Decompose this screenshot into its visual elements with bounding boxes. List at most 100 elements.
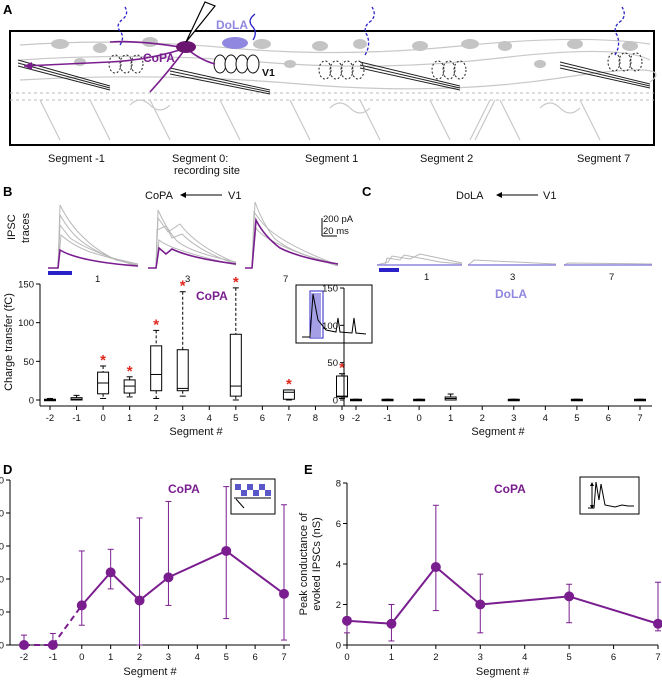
panel-e-copa-label: CoPA	[494, 482, 526, 496]
neuropil-lines	[19, 38, 657, 141]
x-tick-label: 0	[344, 652, 349, 663]
significance-star: *	[127, 363, 133, 380]
x-tick-label: 4	[195, 652, 200, 663]
panel-c-dola-label: DoLA	[495, 287, 527, 301]
x-tick-label: -2	[352, 413, 360, 424]
dola-label: DoLA	[216, 18, 248, 32]
x-tick-label: -1	[49, 652, 57, 663]
y-axis-label: Charge transfer (fC)	[3, 293, 15, 391]
x-tick-label: 0	[416, 413, 421, 424]
series-line-segment	[435, 566, 481, 606]
y-tick-label: 50	[327, 358, 338, 369]
y-tick-label: 0	[29, 396, 34, 407]
title-v1: V1	[543, 190, 556, 202]
y-tick-label: 8	[336, 479, 341, 490]
y-tick-label: 150	[18, 280, 34, 291]
copa-label: CoPA	[143, 51, 175, 65]
recording-electrode	[185, 1, 216, 43]
x-tick-label: 5	[224, 652, 229, 663]
x-tick-label: 7	[281, 652, 286, 663]
v1-label: V1	[262, 67, 275, 79]
segment-label: Segment 1	[305, 153, 358, 165]
significance-star: *	[153, 316, 159, 333]
data-point	[19, 640, 29, 650]
y-tick-label: 150	[322, 284, 338, 295]
series-line-segment	[138, 576, 170, 602]
series-line-segment	[225, 550, 285, 595]
x-tick-label: 1	[448, 413, 453, 424]
dola-soma	[222, 37, 248, 49]
y-tick-label: 4	[336, 560, 341, 571]
series-line-segment	[346, 619, 392, 625]
scale-pa-label: 200 pA	[323, 214, 354, 225]
v1-axon-bundles	[17, 59, 651, 95]
data-point	[386, 618, 397, 629]
x-tick-label: 7	[286, 413, 291, 424]
box	[229, 333, 242, 397]
panel-d-copa-label: CoPA	[168, 482, 200, 496]
significance-star: *	[339, 360, 345, 377]
x-axis-label: Segment #	[123, 666, 177, 678]
x-tick-label: 7	[655, 652, 660, 663]
series-line-segment	[81, 571, 112, 607]
data-point	[163, 572, 174, 583]
panel-c-boxplot: 0 50 100 150 -2 -1 0 1 2 3 4 5 6 7 Segment #	[322, 284, 652, 438]
y-tick-label: 100	[322, 321, 338, 332]
trace-segment-label: 1	[95, 274, 100, 285]
copa-soma	[176, 41, 196, 53]
y-tick-label: 20	[0, 608, 4, 619]
panel-b-letter: B	[3, 184, 12, 199]
x-axis-label: Segment #	[471, 426, 525, 438]
x-tick-label: 0	[100, 413, 105, 424]
data-point	[430, 562, 441, 573]
trace-segment-label: 3	[185, 274, 190, 285]
panel-e-letter: E	[304, 462, 313, 477]
x-tick-label: 3	[166, 652, 171, 663]
x-tick-label: 6	[252, 652, 257, 663]
x-tick-label: 5	[574, 413, 579, 424]
panel-c-traces: 1 3 7	[376, 253, 653, 283]
segment-labels: Segment -1 Segment 0: recording site Seg…	[48, 153, 630, 177]
panel-a-letter: A	[3, 2, 13, 17]
panel-e-inset	[579, 476, 640, 515]
y-tick-label: 0	[333, 396, 338, 407]
data-point	[134, 595, 145, 606]
x-tick-label: -2	[20, 652, 28, 663]
stimulus-bar	[379, 268, 399, 272]
y-axis-label: Peak conductance of	[298, 512, 310, 616]
x-tick-label: -1	[72, 413, 80, 424]
segment-label: Segment 7	[577, 153, 630, 165]
data-point	[279, 588, 289, 599]
series-line-segment	[568, 595, 659, 625]
y-tick-label: 80	[0, 509, 4, 520]
series-line-segment	[52, 604, 83, 646]
title-dola: DoLA	[456, 190, 484, 202]
segment-label: Segment 2	[420, 153, 473, 165]
y-tick-label: 100	[18, 318, 34, 329]
v1-recorded-cells	[213, 54, 260, 74]
series-line-segment	[480, 595, 570, 606]
x-tick-label: 3	[180, 413, 185, 424]
x-tick-label: 9	[339, 413, 344, 424]
x-tick-label: 2	[137, 652, 142, 663]
x-tick-label: 2	[433, 652, 438, 663]
x-tick-label: 4	[522, 652, 527, 663]
scale-bar: 200 pA 20 ms	[321, 214, 354, 237]
x-tick-label: 1	[389, 652, 394, 663]
x-tick-label: 6	[260, 413, 265, 424]
v1-cell-clusters	[108, 52, 643, 80]
x-tick-label: 5	[233, 413, 238, 424]
y-tick-label: 6	[336, 519, 341, 530]
panel-d-letter: D	[3, 462, 12, 477]
x-axis-label: Segment #	[476, 666, 530, 678]
panel-b-inset	[295, 284, 373, 344]
x-tick-label: 7	[637, 413, 642, 424]
x-tick-label: 6	[606, 413, 611, 424]
significance-star: *	[180, 278, 186, 295]
segment-label: Segment 0:	[172, 153, 228, 165]
data-point	[653, 618, 662, 629]
data-point	[105, 567, 116, 578]
copa-axon-arrow	[24, 62, 32, 70]
